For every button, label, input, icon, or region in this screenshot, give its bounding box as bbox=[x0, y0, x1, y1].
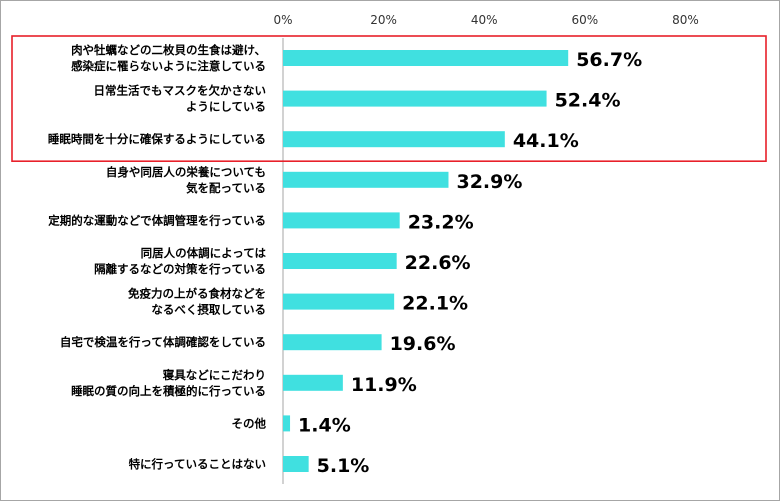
value-label: 11.9% bbox=[351, 374, 417, 396]
category-label-line: 寝具などにこだわり bbox=[163, 368, 266, 382]
value-label: 22.6% bbox=[405, 252, 471, 274]
value-label: 44.1% bbox=[513, 130, 579, 152]
category-label: 寝具などにこだわり睡眠の質の向上を積極的に行っている bbox=[71, 368, 266, 398]
value-label: 23.2% bbox=[408, 211, 474, 233]
category-label-line: なるべく摂取している bbox=[151, 303, 266, 317]
category-label-line: 肉や牡蠣などの二枚貝の生食は避け、 bbox=[71, 43, 266, 57]
bar bbox=[283, 171, 449, 188]
bar bbox=[283, 212, 400, 229]
x-tick-label: 40% bbox=[471, 13, 498, 27]
value-label: 22.1% bbox=[402, 293, 468, 315]
category-label-line: 特に行っていることはない bbox=[129, 457, 266, 471]
value-label: 52.4% bbox=[555, 90, 621, 112]
highlight-box bbox=[11, 35, 767, 162]
category-label: 自宅で検温を行って体調確認をしている bbox=[60, 335, 266, 349]
category-label-line: 日常生活でもマスクを欠かさない bbox=[94, 84, 267, 98]
value-label: 5.1% bbox=[317, 455, 370, 477]
category-label: 日常生活でもマスクを欠かさないようにしている bbox=[94, 84, 267, 114]
category-label-line: 気を配っている bbox=[186, 181, 266, 195]
bar bbox=[283, 50, 569, 66]
category-label-line: その他 bbox=[232, 416, 267, 430]
category-label-line: 免疫力の上がる食材などを bbox=[128, 287, 266, 301]
category-label: 睡眠時間を十分に確保するようにしている bbox=[48, 132, 266, 146]
category-label-line: 睡眠の質の向上を積極的に行っている bbox=[71, 384, 266, 398]
category-label: 免疫力の上がる食材などをなるべく摂取している bbox=[128, 287, 266, 317]
category-label: 特に行っていることはない bbox=[129, 457, 266, 471]
bar bbox=[283, 253, 397, 269]
x-tick-label: 60% bbox=[571, 13, 598, 27]
x-tick-label: 0% bbox=[273, 13, 292, 27]
value-label: 32.9% bbox=[456, 171, 522, 193]
category-label-line: 睡眠時間を十分に確保するようにしている bbox=[48, 132, 266, 146]
x-tick-label: 80% bbox=[672, 13, 699, 27]
category-label-line: 感染症に罹らないように注意している bbox=[71, 59, 266, 73]
category-label: 自身や同居人の栄養についても気を配っている bbox=[106, 165, 266, 195]
bar bbox=[283, 374, 343, 391]
category-label: その他 bbox=[232, 416, 267, 430]
category-label: 定期的な運動などで体調管理を行っている bbox=[48, 213, 266, 227]
bar bbox=[283, 293, 395, 310]
bar bbox=[283, 131, 505, 148]
value-label: 56.7% bbox=[576, 49, 642, 71]
category-label-line: 同居人の体調によっては bbox=[141, 246, 267, 260]
x-tick-label: 20% bbox=[370, 13, 397, 27]
bar bbox=[283, 415, 291, 432]
category-label-line: 隔離するなどの対策を行っている bbox=[94, 262, 266, 276]
value-label: 1.4% bbox=[298, 414, 351, 436]
category-label-line: 自宅で検温を行って体調確認をしている bbox=[60, 335, 266, 349]
category-label: 肉や牡蠣などの二枚貝の生食は避け、感染症に罹らないように注意している bbox=[71, 43, 266, 73]
value-label: 19.6% bbox=[390, 333, 456, 355]
category-label-line: 定期的な運動などで体調管理を行っている bbox=[48, 213, 266, 227]
category-label: 同居人の体調によっては隔離するなどの対策を行っている bbox=[94, 246, 266, 276]
bar bbox=[283, 334, 382, 351]
category-label-line: 自身や同居人の栄養についても bbox=[106, 165, 266, 179]
bar bbox=[283, 456, 309, 472]
category-label-line: ようにしている bbox=[186, 100, 266, 114]
bar bbox=[283, 90, 547, 107]
